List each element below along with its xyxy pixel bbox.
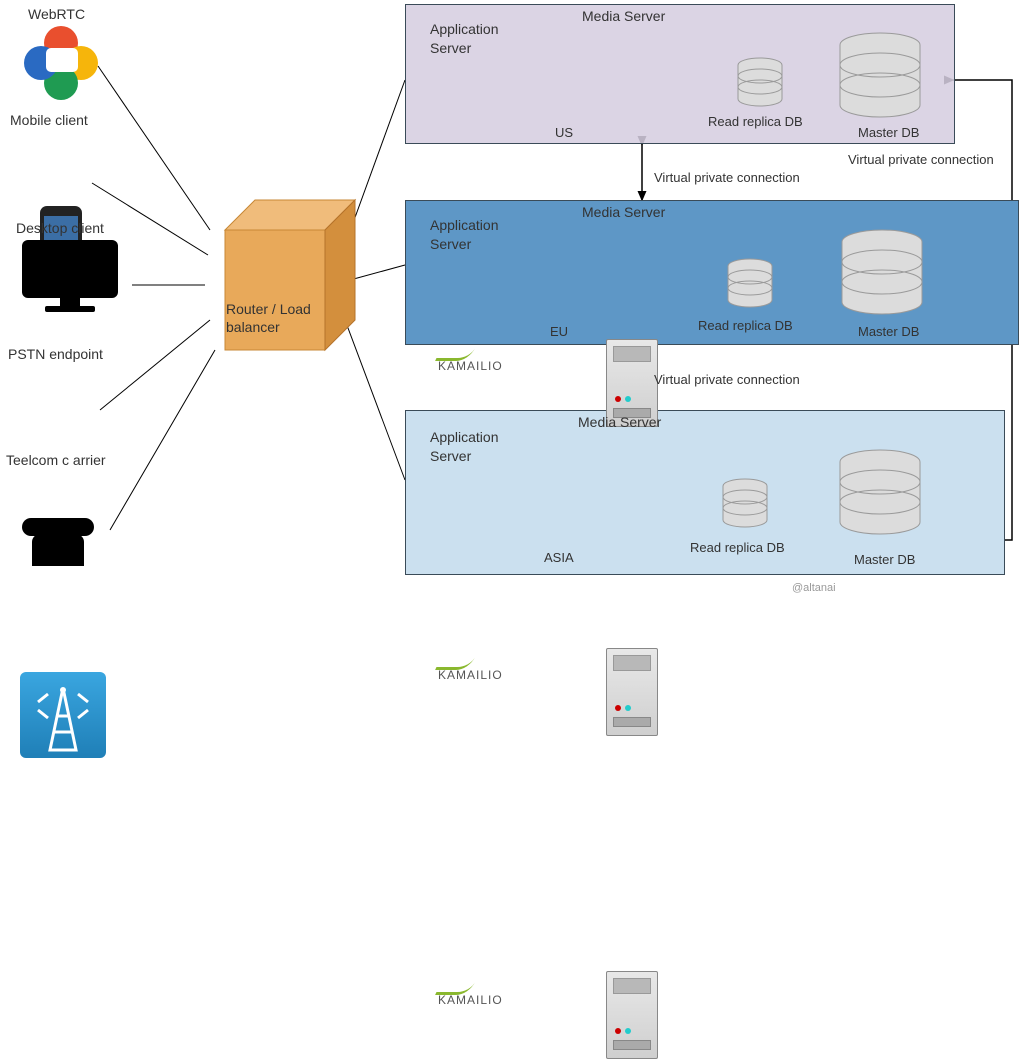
webrtc-label: WebRTC <box>28 6 85 22</box>
desktop-label: Desktop client <box>16 220 104 236</box>
vpc-label-2: Virtual private connection <box>654 372 800 387</box>
router-label: Router / Load balancer <box>226 300 321 336</box>
eu-media-label: Media Server <box>582 204 665 220</box>
eu-server-icon <box>606 648 658 736</box>
eu-replica-label: Read replica DB <box>698 318 793 333</box>
tower-icon <box>20 672 106 758</box>
vpc-label-1: Virtual private connection <box>654 170 800 185</box>
asia-app-label: Application Server <box>430 428 520 466</box>
asia-name: ASIA <box>544 550 574 565</box>
phone-icon <box>22 518 94 566</box>
pstn-label: PSTN endpoint <box>8 346 103 362</box>
eu-name: EU <box>550 324 568 339</box>
us-app-label: Application Server <box>430 20 520 58</box>
eu-app-label: Application Server <box>430 216 520 254</box>
us-kamailio: KAMAILIO <box>438 348 1024 373</box>
webrtc-icon <box>24 26 98 100</box>
us-name: US <box>555 125 573 140</box>
asia-media-label: Media Server <box>578 414 661 430</box>
eu-master-label: Master DB <box>858 324 919 339</box>
carrier-label: Teelcom c arrier <box>6 452 106 468</box>
desktop-icon <box>22 240 118 312</box>
asia-server-icon <box>606 971 658 1059</box>
us-media-label: Media Server <box>582 8 665 24</box>
attribution: @altanai <box>792 582 836 594</box>
asia-replica-label: Read replica DB <box>690 540 785 555</box>
asia-master-label: Master DB <box>854 552 915 567</box>
asia-kamailio: KAMAILIO <box>438 982 1024 1007</box>
vpc-label-3: Virtual private connection <box>848 152 994 167</box>
us-replica-label: Read replica DB <box>708 114 803 129</box>
mobile-label: Mobile client <box>10 112 88 128</box>
router-cube <box>205 195 365 375</box>
us-master-label: Master DB <box>858 125 919 140</box>
eu-kamailio: KAMAILIO <box>438 657 1024 682</box>
